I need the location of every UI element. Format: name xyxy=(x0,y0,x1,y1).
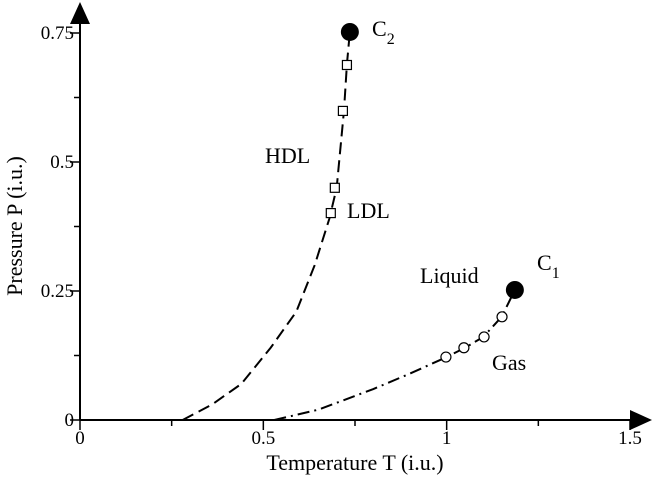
x-tick-label: 0.5 xyxy=(251,428,275,449)
x-axis-label: Temperature T (i.u.) xyxy=(266,450,443,475)
x-tick-label: 0 xyxy=(75,428,85,449)
annotation: Gas xyxy=(492,350,526,375)
annotation-text: LDL xyxy=(347,198,390,223)
square-marker xyxy=(329,182,340,193)
annotation: LDL xyxy=(347,198,390,223)
phase-line xyxy=(182,31,351,421)
phase-line xyxy=(274,289,516,421)
circle-marker xyxy=(440,351,452,363)
y-tick-label: 0 xyxy=(65,410,75,431)
y-tick-label: 0.5 xyxy=(50,152,74,173)
critical-point xyxy=(340,22,359,41)
annotation: C2 xyxy=(372,16,395,48)
critical-point xyxy=(505,280,524,299)
annotation-subscript: 2 xyxy=(387,31,395,48)
x-axis-arrow xyxy=(630,410,652,430)
annotation-text: Liquid xyxy=(420,263,479,288)
annotation: HDL xyxy=(265,143,310,168)
circle-marker xyxy=(458,342,470,354)
square-marker xyxy=(325,207,336,219)
annotation-subscript: 1 xyxy=(552,265,560,282)
annotation-text: HDL xyxy=(265,143,310,168)
y-axis-label: Pressure P (i.u.) xyxy=(2,156,27,296)
circle-marker xyxy=(478,331,490,343)
square-marker xyxy=(337,105,348,117)
circle-marker xyxy=(496,311,508,323)
annotation-text: C xyxy=(372,16,387,41)
x-tick-label: 1 xyxy=(442,428,452,449)
x-tick-label: 1.5 xyxy=(618,428,642,449)
annotation-text: C xyxy=(537,250,552,275)
y-tick-label: 0.75 xyxy=(41,23,74,44)
annotation-text: Gas xyxy=(492,350,526,375)
y-tick-label: 0.25 xyxy=(41,281,74,302)
annotation: C1 xyxy=(537,250,560,282)
square-marker xyxy=(341,59,353,71)
annotation: Liquid xyxy=(420,263,479,288)
y-axis-arrow xyxy=(70,2,90,24)
